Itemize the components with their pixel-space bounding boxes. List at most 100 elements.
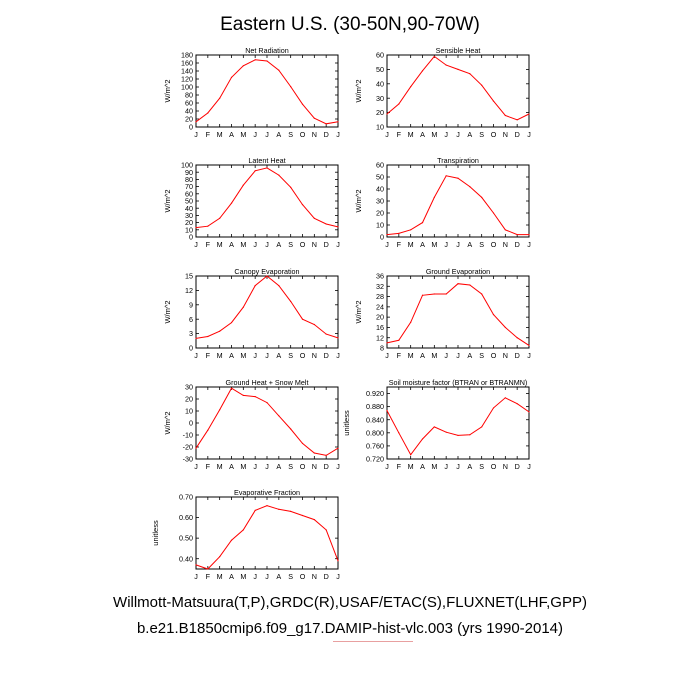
x-tick-label: M bbox=[408, 130, 414, 139]
x-tick-label: J bbox=[265, 240, 269, 249]
data-point bbox=[325, 223, 327, 225]
data-point bbox=[278, 415, 280, 417]
y-tick-label: 50 bbox=[376, 173, 384, 182]
y-axis-label: W/m^2 bbox=[163, 411, 172, 434]
data-point bbox=[481, 293, 483, 295]
y-tick-label: 90 bbox=[185, 168, 193, 177]
x-tick-label: J bbox=[336, 572, 340, 581]
x-tick-label: S bbox=[288, 351, 293, 360]
y-axis-label: W/m^2 bbox=[163, 79, 172, 102]
data-point bbox=[504, 229, 506, 231]
x-tick-label: N bbox=[312, 130, 317, 139]
x-tick-label: M bbox=[408, 351, 414, 360]
y-tick-label: -10 bbox=[183, 431, 193, 440]
series-line bbox=[195, 387, 339, 456]
y-tick-label: -30 bbox=[183, 455, 193, 464]
data-point bbox=[445, 431, 447, 433]
x-tick-label: J bbox=[527, 240, 531, 249]
y-tick-label: 80 bbox=[185, 175, 193, 184]
data-point bbox=[195, 337, 197, 339]
data-point bbox=[398, 103, 400, 105]
x-tick-label: A bbox=[276, 130, 281, 139]
plot-frame bbox=[386, 275, 530, 349]
y-tick-label: 0.60 bbox=[179, 513, 193, 522]
data-point bbox=[254, 285, 256, 287]
data-point bbox=[504, 326, 506, 329]
y-tick-label: 0.840 bbox=[366, 415, 384, 424]
x-tick-label: J bbox=[385, 462, 389, 471]
x-tick-label: N bbox=[503, 462, 508, 471]
plot-frame bbox=[195, 496, 339, 570]
x-tick-label: A bbox=[420, 240, 425, 249]
y-tick-label: 10 bbox=[185, 407, 193, 416]
x-tick-label: J bbox=[194, 462, 198, 471]
x-tick-label: J bbox=[253, 572, 257, 581]
y-tick-label: 80 bbox=[185, 91, 193, 100]
y-tick-label: 0.920 bbox=[366, 389, 384, 398]
data-point bbox=[481, 426, 483, 428]
x-tick-label: O bbox=[491, 462, 497, 471]
x-tick-label: M bbox=[431, 130, 437, 139]
data-point bbox=[410, 229, 412, 231]
data-point bbox=[325, 123, 327, 125]
x-tick-label: M bbox=[217, 351, 223, 360]
x-tick-label: J bbox=[527, 351, 531, 360]
x-tick-label: F bbox=[397, 351, 402, 360]
data-point bbox=[290, 186, 292, 188]
data-point bbox=[254, 396, 256, 398]
x-tick-label: J bbox=[194, 240, 198, 249]
x-tick-label: A bbox=[276, 240, 281, 249]
x-tick-label: F bbox=[397, 240, 402, 249]
data-point bbox=[242, 394, 244, 396]
x-tick-label: J bbox=[194, 130, 198, 139]
y-tick-label: 24 bbox=[376, 302, 384, 311]
x-tick-label: A bbox=[276, 351, 281, 360]
x-tick-label: O bbox=[491, 240, 497, 249]
data-point bbox=[386, 113, 388, 115]
x-tick-label: J bbox=[444, 351, 448, 360]
data-point bbox=[254, 509, 256, 511]
y-tick-label: 20 bbox=[185, 395, 193, 404]
panel-title: Ground Evaporation bbox=[426, 267, 490, 276]
x-tick-label: M bbox=[217, 130, 223, 139]
y-tick-label: 30 bbox=[185, 383, 193, 392]
panel-8: Soil moisture factor (BTRAN or BTRANMN) u… bbox=[342, 378, 531, 471]
panel-title: Soil moisture factor (BTRAN or BTRANMN) bbox=[389, 378, 528, 387]
data-point bbox=[433, 293, 435, 295]
data-point bbox=[337, 447, 339, 449]
y-tick-label: 36 bbox=[376, 272, 384, 281]
x-tick-label: S bbox=[288, 240, 293, 249]
x-tick-label: S bbox=[479, 240, 484, 249]
panel-title: Sensible Heat bbox=[436, 46, 481, 55]
x-tick-label: A bbox=[467, 240, 472, 249]
series-line bbox=[386, 55, 530, 121]
y-tick-label: 12 bbox=[376, 333, 384, 342]
data-point bbox=[398, 432, 400, 434]
x-tick-label: J bbox=[385, 130, 389, 139]
x-tick-label: S bbox=[288, 130, 293, 139]
x-tick-label: D bbox=[324, 462, 329, 471]
panel-title: Evaporative Fraction bbox=[234, 488, 300, 497]
y-tick-label: 20 bbox=[185, 218, 193, 227]
data-point bbox=[230, 539, 233, 541]
data-point bbox=[481, 196, 483, 198]
data-point bbox=[301, 514, 304, 517]
y-tick-label: 40 bbox=[376, 185, 384, 194]
data-point bbox=[410, 86, 412, 88]
x-tick-label: N bbox=[312, 240, 317, 249]
data-point bbox=[457, 434, 459, 437]
y-tick-label: 40 bbox=[185, 107, 193, 116]
x-tick-label: J bbox=[444, 462, 448, 471]
plot-frame bbox=[386, 386, 530, 460]
data-point bbox=[469, 434, 471, 436]
x-tick-label: M bbox=[240, 240, 246, 249]
data-point bbox=[516, 234, 518, 236]
x-tick-label: A bbox=[276, 462, 281, 471]
x-tick-label: A bbox=[467, 462, 472, 471]
y-axis-label: W/m^2 bbox=[354, 79, 363, 102]
footer-case-name: b.e21.B1850cmip6.f09_g17.DAMIP-hist-vlc.… bbox=[136, 620, 564, 637]
